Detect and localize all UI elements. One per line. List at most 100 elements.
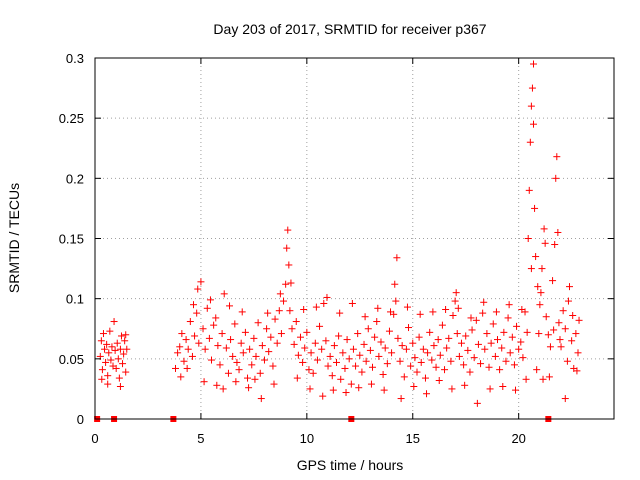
data-point — [447, 357, 455, 365]
x-axis-label: GPS time / hours — [297, 457, 404, 473]
data-point — [515, 345, 523, 353]
data-point — [377, 338, 385, 346]
data-point — [206, 296, 214, 304]
data-point — [256, 369, 264, 377]
data-point — [531, 204, 539, 212]
data-point — [369, 363, 377, 371]
x-tick-label: 15 — [406, 431, 420, 446]
data-point — [254, 319, 262, 327]
data-point — [492, 308, 500, 316]
data-point — [518, 305, 526, 313]
data-point — [510, 361, 518, 369]
data-point — [530, 60, 538, 68]
data-point — [400, 373, 408, 381]
data-point — [452, 289, 460, 297]
data-point — [574, 349, 582, 357]
data-point — [525, 186, 533, 194]
data-point — [524, 235, 532, 242]
y-tick-label: 0.1 — [66, 292, 84, 307]
y-tick-label: 0.05 — [59, 352, 84, 367]
data-point — [352, 362, 360, 370]
y-tick-label: 0.3 — [66, 51, 84, 66]
data-point — [188, 352, 196, 360]
data-point — [252, 352, 260, 360]
data-point — [342, 389, 350, 397]
data-point — [119, 360, 127, 368]
data-point — [263, 325, 271, 333]
data-point — [121, 337, 129, 345]
data-point — [397, 395, 405, 403]
data-point — [460, 361, 468, 369]
data-point — [541, 239, 549, 247]
data-point — [451, 297, 459, 305]
data-point — [305, 366, 313, 374]
data-point — [122, 331, 130, 339]
data-point — [375, 352, 383, 360]
data-point — [491, 352, 499, 360]
data-point — [205, 334, 213, 342]
data-point — [282, 280, 290, 288]
data-point — [337, 375, 345, 383]
data-point — [120, 350, 128, 358]
data-point — [466, 368, 474, 376]
data-point — [555, 319, 563, 327]
plot-frame — [94, 57, 615, 420]
x-tick-label: 20 — [511, 431, 525, 446]
data-point — [366, 346, 374, 354]
data-point — [328, 372, 336, 380]
data-point — [523, 328, 531, 336]
data-point — [107, 356, 115, 364]
axis-ticks: 0 0.05 0.1 0.15 0.2 0.25 0.3 0 5 10 15 20 — [59, 51, 614, 446]
data-point — [358, 368, 366, 376]
data-point — [231, 320, 239, 328]
data-point — [285, 261, 293, 269]
data-point — [312, 303, 320, 311]
data-point — [257, 395, 265, 403]
data-point — [229, 352, 237, 360]
data-point — [561, 395, 569, 403]
data-point — [379, 370, 387, 378]
data-point — [419, 345, 427, 353]
data-point — [486, 385, 494, 393]
data-point — [373, 318, 381, 326]
data-point — [296, 333, 304, 341]
data-point — [171, 364, 179, 372]
data-point — [413, 368, 421, 376]
data-point — [534, 283, 542, 291]
data-point — [498, 344, 506, 352]
data-point — [416, 310, 424, 318]
data-point — [387, 308, 395, 316]
data-point — [403, 303, 411, 311]
data-point — [112, 364, 120, 372]
data-point — [226, 302, 234, 310]
data-point — [106, 327, 114, 335]
data-point — [551, 241, 559, 249]
data-point — [122, 368, 130, 376]
data-point — [448, 385, 456, 393]
data-point — [539, 375, 547, 383]
data-point — [354, 330, 362, 338]
data-point — [235, 366, 243, 374]
data-point — [455, 352, 463, 360]
data-point — [545, 373, 553, 381]
data-point — [241, 328, 249, 336]
data-point — [104, 372, 112, 380]
data-point — [442, 305, 450, 313]
data-point — [294, 351, 302, 359]
data-point — [441, 366, 449, 374]
data-point — [424, 349, 432, 357]
data-point — [483, 330, 491, 338]
data-point — [216, 361, 224, 369]
data-point — [398, 342, 406, 350]
data-point — [98, 375, 106, 383]
data-point — [374, 304, 382, 312]
data-point — [329, 386, 337, 394]
data-point — [277, 330, 285, 338]
data-point — [269, 362, 277, 370]
data-point — [542, 313, 550, 321]
data-point — [474, 340, 482, 348]
data-point — [320, 299, 328, 307]
data-point — [549, 277, 557, 285]
data-point — [502, 357, 510, 365]
data-point — [537, 289, 545, 297]
